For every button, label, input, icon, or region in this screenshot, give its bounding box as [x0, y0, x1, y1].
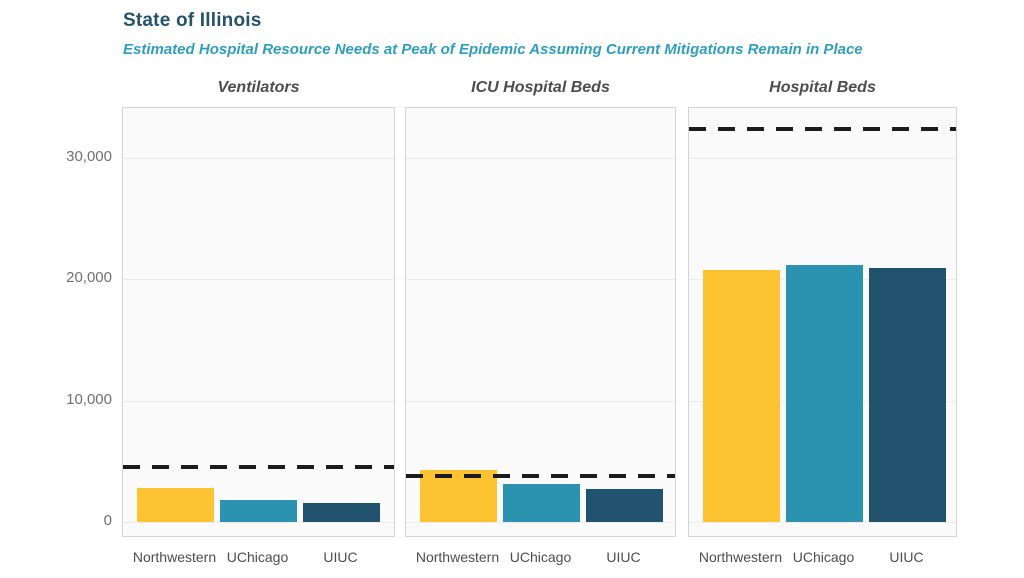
facet-panel [688, 107, 957, 537]
x-axis-label: UChicago [509, 549, 572, 565]
bar-uchicago [503, 484, 580, 522]
bar-northwestern [420, 469, 497, 522]
gridline [123, 158, 394, 160]
x-axis-label: UChicago [792, 549, 855, 565]
bar-northwestern [703, 269, 780, 522]
y-axis-tick-label: 30,000 [66, 148, 112, 166]
gridline [689, 158, 956, 160]
x-axis-label: UIUC [606, 549, 641, 565]
chart-subtitle: Estimated Hospital Resource Needs at Pea… [123, 41, 863, 58]
facet-title: Ventilators [217, 79, 300, 96]
gridline [406, 522, 675, 523]
bar-uiuc [303, 502, 380, 522]
x-axis-label: Northwestern [132, 549, 217, 565]
y-axis-tick-label: 10,000 [66, 390, 112, 408]
gridline [123, 400, 394, 402]
gridline [406, 279, 675, 281]
gridline [689, 522, 956, 523]
facet-title: Hospital Beds [769, 79, 876, 96]
y-axis-tick-label: 0 [103, 512, 112, 529]
bar-uiuc [869, 268, 946, 522]
facet-panel [122, 107, 395, 537]
gridline [123, 522, 394, 523]
gridline [406, 400, 675, 402]
bar-uchicago [220, 500, 297, 522]
gridline [123, 279, 394, 281]
facet-panel [405, 107, 676, 537]
bar-uiuc [586, 489, 663, 522]
capacity-dashed-line [123, 465, 394, 470]
x-axis-label: UChicago [226, 549, 289, 565]
capacity-dashed-line [689, 126, 956, 131]
bar-northwestern [137, 488, 214, 522]
x-axis-label: UIUC [323, 549, 358, 565]
y-axis-tick-label: 20,000 [66, 269, 112, 287]
x-axis-label: Northwestern [698, 549, 783, 565]
gridline [406, 158, 675, 160]
capacity-dashed-line [406, 473, 675, 478]
facet-title: ICU Hospital Beds [471, 79, 610, 96]
bar-uchicago [786, 264, 863, 522]
x-axis-label: Northwestern [415, 549, 500, 565]
x-axis-label: UIUC [889, 549, 924, 565]
chart-title: State of Illinois [123, 10, 262, 31]
